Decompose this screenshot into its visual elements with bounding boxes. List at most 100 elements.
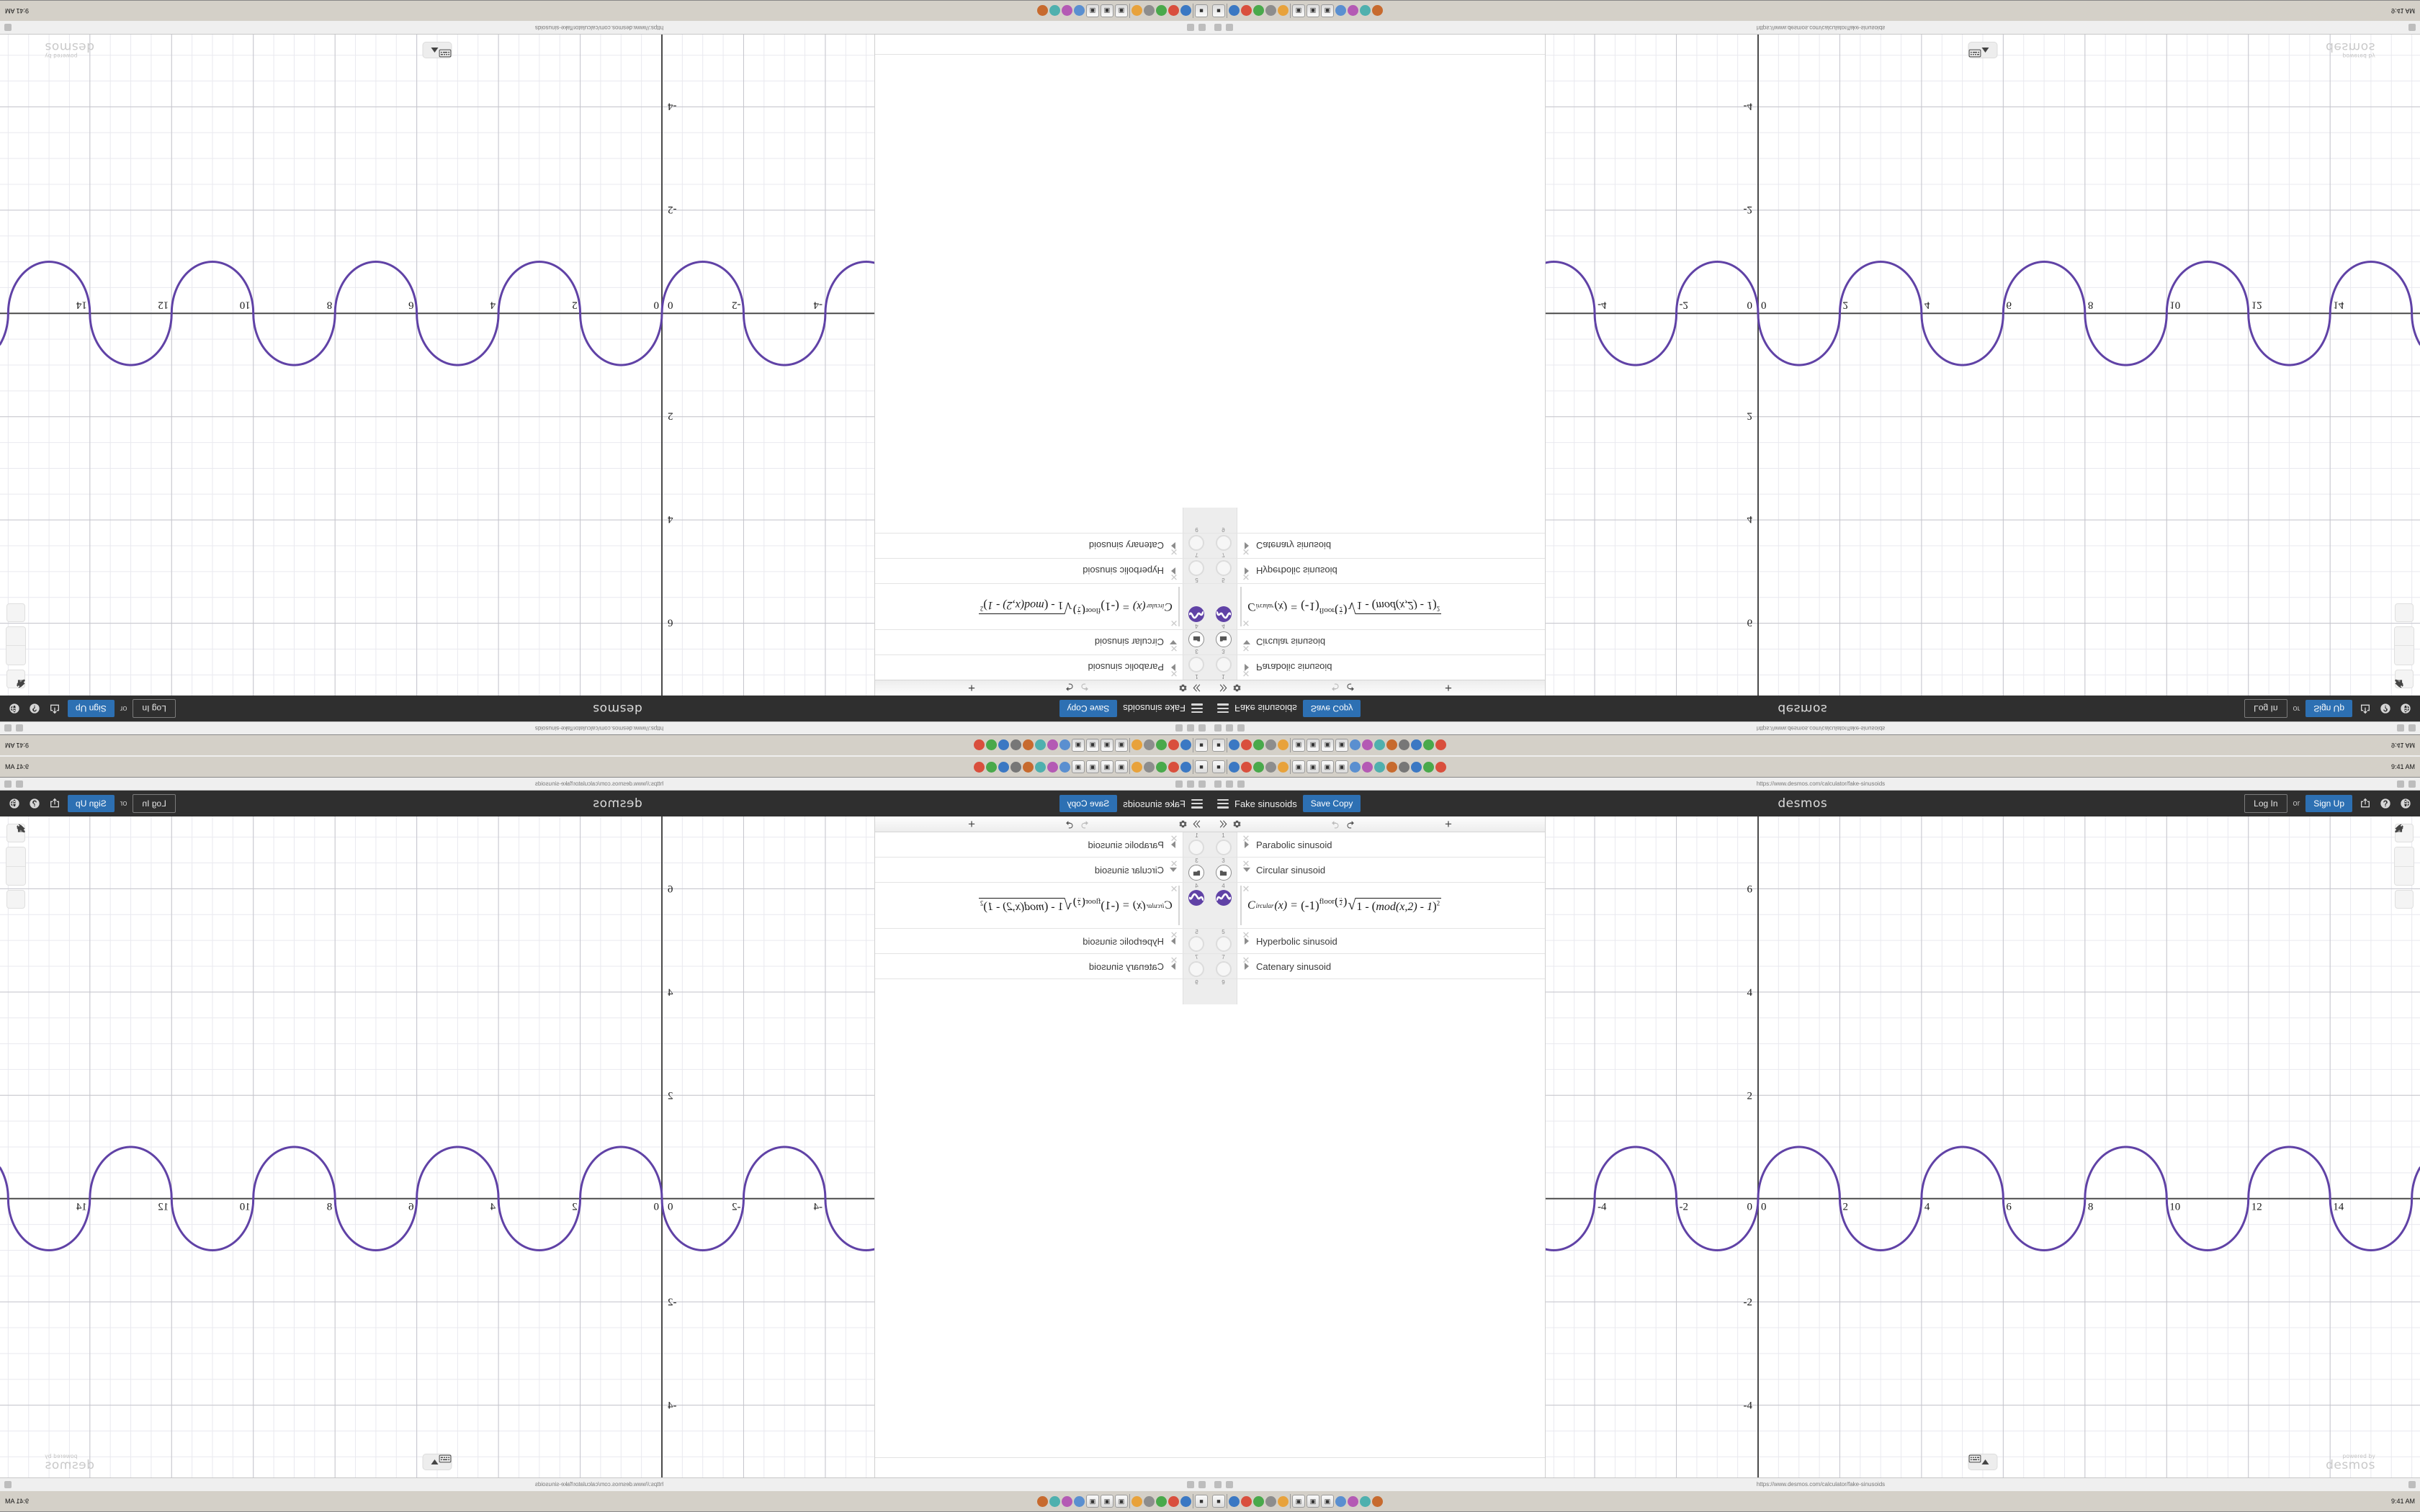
expression-content[interactable]: Catenary sinusoid (1237, 534, 1545, 558)
start-menu-icon[interactable]: ■ (1195, 1495, 1208, 1508)
gear-icon[interactable] (1229, 818, 1244, 831)
window-button[interactable]: ▣ (1086, 1495, 1099, 1508)
chevron-right-icon[interactable] (1168, 936, 1178, 946)
help-icon[interactable] (2378, 701, 2393, 716)
share-icon[interactable] (48, 796, 62, 811)
taskbar-app-icon[interactable] (1144, 1495, 1155, 1507)
taskbar-app-icon[interactable] (1156, 761, 1167, 773)
sign-up-button[interactable]: Sign Up (2305, 795, 2352, 812)
delete-expression-icon[interactable]: ✕ (1242, 643, 1250, 654)
address-bar[interactable]: https://www.desmos.com/calculator/fake-s… (534, 725, 664, 732)
delete-expression-icon[interactable]: ✕ (1242, 618, 1250, 629)
expression-content[interactable]: Parabolic sinusoid (875, 832, 1183, 857)
empty-circle-icon[interactable] (1188, 936, 1205, 952)
redo-icon[interactable] (1063, 818, 1077, 831)
sine-curve-icon[interactable] (1188, 890, 1205, 906)
back-arrow-icon[interactable] (1214, 780, 1222, 788)
chevron-right-icon[interactable] (1242, 566, 1252, 576)
taskbar-app-icon[interactable] (1049, 5, 1060, 17)
globe-language-icon[interactable] (7, 796, 22, 811)
expression-content[interactable]: Parabolic sinusoid (1237, 832, 1545, 857)
address-bar[interactable]: https://www.desmos.com/calculator/fake-s… (1756, 780, 1886, 787)
window-button[interactable]: ▣ (1115, 739, 1128, 752)
taskbar-app-icon[interactable] (1168, 5, 1179, 17)
graph-canvas[interactable]: -4 -2 0 2 4 6 8 10 12 14 -4 -2 2 4 6 0 (0, 816, 874, 1477)
taskbar-app-icon[interactable] (1278, 1495, 1289, 1507)
browser-menu-icon[interactable] (4, 1480, 12, 1488)
add-expression-button[interactable]: + (968, 817, 975, 831)
taskbar-app-icon[interactable] (1144, 761, 1155, 773)
taskbar-app-icon[interactable] (1265, 5, 1276, 17)
taskbar-app-icon[interactable] (1399, 761, 1410, 773)
chevron-double-right-icon[interactable] (1215, 682, 1229, 695)
taskbar-app-icon[interactable] (1156, 1495, 1167, 1507)
add-expression-button[interactable]: + (1445, 817, 1452, 831)
hamburger-menu-icon[interactable] (1191, 703, 1203, 714)
taskbar-app-icon[interactable] (974, 739, 985, 751)
start-menu-icon[interactable]: ■ (1195, 739, 1208, 752)
taskbar-app-icon[interactable] (1047, 739, 1058, 751)
delete-expression-icon[interactable]: ✕ (1242, 668, 1250, 679)
save-copy-button[interactable]: Save Copy (1302, 700, 1361, 717)
taskbar-app-icon[interactable] (998, 739, 1009, 751)
taskbar-app-icon[interactable] (1037, 5, 1048, 17)
expression-row-folder[interactable]: ✕ 1 Parabolic sinusoid (875, 654, 1210, 680)
taskbar-app-icon[interactable] (1253, 761, 1264, 773)
taskbar-app-icon[interactable] (1435, 761, 1446, 773)
empty-circle-icon[interactable] (1215, 936, 1232, 952)
empty-circle-icon[interactable] (1188, 560, 1205, 576)
window-button[interactable]: ▣ (1321, 760, 1334, 773)
delete-expression-icon[interactable]: ✕ (1170, 930, 1178, 940)
gear-icon[interactable] (1229, 682, 1244, 695)
hamburger-menu-icon[interactable] (1217, 703, 1229, 714)
empty-circle-icon[interactable] (1215, 535, 1232, 551)
redo-icon[interactable] (1063, 682, 1077, 695)
chevron-down-icon[interactable] (1242, 637, 1252, 647)
redo-icon[interactable] (1343, 682, 1357, 695)
expression-content[interactable]: Catenary sinusoid (875, 534, 1183, 558)
expression-row-folder[interactable]: ✕ 1 Parabolic sinusoid (1210, 832, 1545, 858)
save-copy-button[interactable]: Save Copy (1059, 700, 1118, 717)
taskbar-app-icon[interactable] (1229, 1495, 1240, 1507)
taskbar-app-icon[interactable] (1144, 5, 1155, 17)
share-icon[interactable] (2358, 701, 2372, 716)
delete-expression-icon[interactable]: ✕ (1170, 883, 1178, 894)
save-copy-button[interactable]: Save Copy (1059, 795, 1118, 812)
sign-up-button[interactable]: Sign Up (68, 700, 115, 717)
taskbar-app-icon[interactable] (1253, 1495, 1264, 1507)
back-arrow-icon[interactable] (1214, 1480, 1222, 1488)
share-icon[interactable] (2358, 796, 2372, 811)
taskbar-app-icon[interactable] (1180, 1495, 1191, 1507)
expression-row-folder[interactable]: ✕ 3 Circular sinusoid (875, 858, 1210, 883)
expression-row-folder[interactable]: ✕ 3 Circular sinusoid (1210, 858, 1545, 883)
browser-menu-icon[interactable] (4, 780, 12, 788)
expression-row-folder[interactable]: ✕ 7 Catenary sinusoid (1210, 954, 1545, 979)
chevron-right-icon[interactable] (1168, 840, 1178, 850)
window-button[interactable]: ▣ (1307, 760, 1319, 773)
zoom-in-button[interactable] (2395, 825, 2414, 866)
expression-row-folder[interactable]: ✕ 5 Hyperbolic sinusoid (1210, 558, 1545, 583)
taskbar-app-icon[interactable] (1241, 739, 1252, 751)
taskbar-app-icon[interactable] (1168, 1495, 1179, 1507)
taskbar-app-icon[interactable] (1253, 5, 1264, 17)
bookmark-icon[interactable] (16, 724, 23, 732)
expression-row-folder[interactable]: ✕ 1 Parabolic sinusoid (875, 832, 1210, 858)
sign-up-button[interactable]: Sign Up (2305, 700, 2352, 717)
delete-expression-icon[interactable]: ✕ (1170, 833, 1178, 844)
chevron-right-icon[interactable] (1242, 961, 1252, 971)
save-copy-button[interactable]: Save Copy (1302, 795, 1361, 812)
window-button[interactable]: ▣ (1072, 739, 1085, 752)
bookmark-icon[interactable] (16, 780, 23, 788)
folder-icon[interactable] (1215, 631, 1232, 647)
window-button[interactable]: ▣ (1335, 739, 1348, 752)
reload-icon[interactable] (1237, 724, 1245, 732)
forward-arrow-icon[interactable] (1226, 780, 1233, 788)
gear-icon[interactable] (1176, 682, 1191, 695)
taskbar-app-icon[interactable] (1180, 739, 1191, 751)
address-bar-mirror[interactable]: https://www.desmos.com/calculator/fake-s… (1756, 24, 1886, 31)
taskbar-app-icon[interactable] (1348, 5, 1358, 17)
help-icon[interactable] (27, 701, 42, 716)
chevron-right-icon[interactable] (1242, 840, 1252, 850)
